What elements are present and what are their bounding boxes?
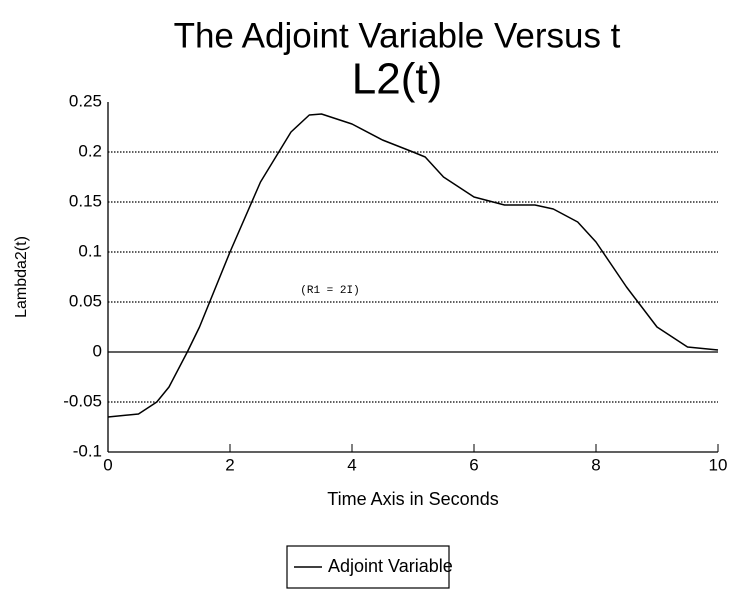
chart-subtitle: L2(t) [352,55,442,104]
y-axis-label: Lambda2(t) [13,236,30,318]
legend-label: Adjoint Variable [328,556,453,576]
y-tick-label: -0.05 [63,391,102,410]
y-tick-label: 0.1 [78,241,102,260]
x-tick-label: 2 [225,455,234,474]
legend-box [286,545,450,589]
y-tick-label: 0.2 [78,141,102,160]
chart-title: The Adjoint Variable Versus t [174,16,621,55]
y-tick-label: -0.1 [73,441,102,460]
y-tick-label: 0.05 [69,291,102,310]
x-tick-label: 6 [469,455,478,474]
x-tick-label: 0 [103,455,112,474]
x-tick-label: 10 [709,455,728,474]
y-tick-label: 0.15 [69,191,102,210]
y-tick-label: 0.25 [69,91,102,110]
x-tick-label: 4 [347,455,356,474]
x-tick-label: 8 [591,455,600,474]
data-line [107,113,719,418]
x-axis-label: Time Axis in Seconds [327,489,498,509]
annotation: (R1 = 2I) [300,285,359,297]
y-tick-label: 0 [93,341,102,360]
